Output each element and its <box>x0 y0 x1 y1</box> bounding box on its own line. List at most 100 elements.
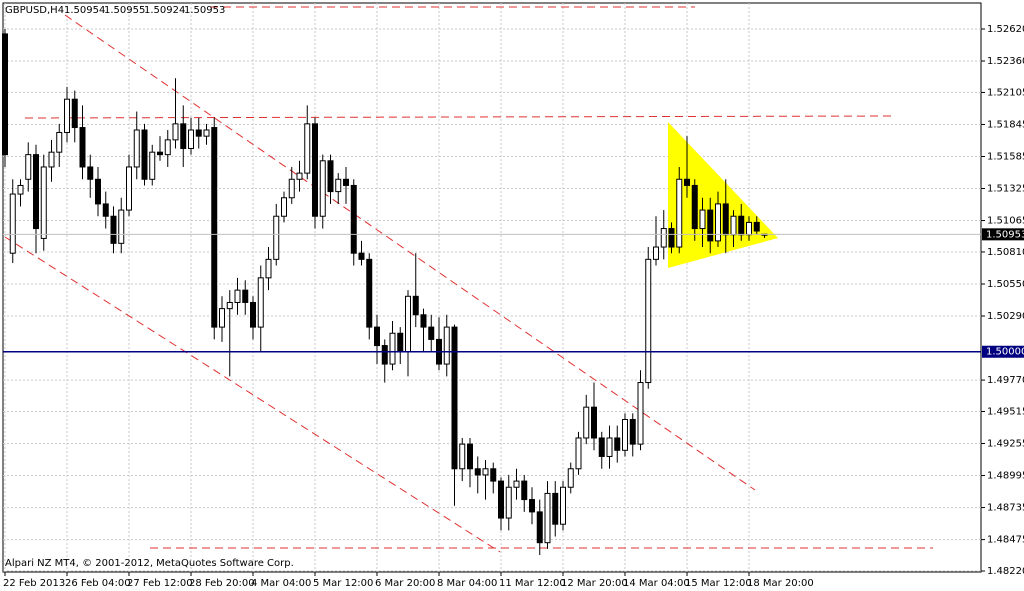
quote-close: 1.50953 <box>184 5 225 16</box>
candle-body <box>660 228 667 248</box>
y-tick-label: 1.51585 <box>987 151 1024 162</box>
candle-body <box>629 418 636 445</box>
candle-body <box>552 492 559 525</box>
candle-body <box>443 326 450 365</box>
x-tick-label: 4 Mar 04:00 <box>251 578 311 589</box>
candle-body <box>567 468 574 488</box>
y-tick-label: 1.51065 <box>987 216 1024 227</box>
candle-body <box>9 193 16 254</box>
candle-body <box>296 172 303 180</box>
candle-body <box>505 486 512 519</box>
candle-body <box>622 418 628 451</box>
candle-body <box>265 258 272 279</box>
price-label-box <box>982 228 1024 241</box>
candle-body <box>319 160 326 217</box>
x-tick-label: 6 Mar 20:00 <box>375 578 435 589</box>
candle-body <box>389 332 396 365</box>
candle-body <box>126 166 132 211</box>
candle-body <box>536 511 543 544</box>
y-tick-label: 1.50550 <box>987 279 1024 290</box>
candle-body <box>529 499 535 513</box>
candle-body <box>350 184 357 254</box>
plot-frame <box>2 2 982 573</box>
x-tick-label: 22 Feb 2013 <box>3 578 65 589</box>
channel-line <box>64 14 756 491</box>
candle-body <box>56 131 63 153</box>
x-tick-label: 14 Mar 04:00 <box>623 578 690 589</box>
candle-body <box>513 480 520 488</box>
candle-body <box>490 468 497 482</box>
x-tick-label: 11 Mar 12:00 <box>499 578 566 589</box>
candle-body <box>420 314 427 328</box>
y-tick-label: 1.52620 <box>987 24 1024 35</box>
candle-body <box>157 151 163 156</box>
candle-body <box>482 468 489 476</box>
y-tick-label: 1.48995 <box>987 471 1024 482</box>
x-tick-label: 12 Mar 20:00 <box>561 578 628 589</box>
drawings <box>4 6 933 553</box>
candle-body <box>250 301 256 328</box>
candle-body <box>118 209 125 244</box>
candle-body <box>653 246 659 260</box>
y-tick-label: 1.48220 <box>987 566 1024 577</box>
candle-body <box>451 326 458 470</box>
y-tick-label: 1.52360 <box>987 56 1024 67</box>
y-tick-label: 1.51845 <box>987 119 1024 130</box>
candle-body <box>591 406 597 439</box>
candle-body <box>668 228 675 248</box>
candle-body <box>374 326 380 347</box>
candle-body <box>544 492 551 544</box>
candle-body <box>412 295 419 316</box>
candle-body <box>699 209 706 230</box>
candle-body <box>2 33 8 156</box>
quote-open: 1.50954 <box>64 5 105 16</box>
candle-body <box>707 209 714 242</box>
y-tick-label: 1.49770 <box>987 375 1024 386</box>
candle-body <box>753 221 760 232</box>
y-tick-label: 1.49255 <box>987 439 1024 450</box>
candle-body <box>219 308 225 328</box>
candle-body <box>149 151 156 180</box>
candle-body <box>327 160 334 193</box>
candle-body <box>521 480 528 501</box>
candle-body <box>64 98 70 133</box>
candle-body <box>87 166 94 180</box>
candle-body <box>467 443 473 470</box>
candle-body <box>71 98 78 129</box>
candle-body <box>288 178 295 199</box>
candle-body <box>226 301 233 310</box>
candle-body <box>304 123 311 174</box>
candle-body <box>560 486 566 525</box>
x-tick-label: 27 Feb 12:00 <box>127 578 193 589</box>
candle-body <box>335 178 342 193</box>
price-label: 1.50000 <box>986 347 1024 358</box>
candle-body <box>746 221 752 236</box>
watermark: Alpari NZ MT4, © 2001-2012, MetaQuotes S… <box>5 558 294 569</box>
x-tick-label: 18 Mar 20:00 <box>747 578 814 589</box>
candle-body <box>40 166 47 239</box>
candle-body <box>211 127 218 328</box>
candle-body <box>583 406 590 439</box>
y-tick-label: 1.52105 <box>987 87 1024 98</box>
candle-body <box>715 203 721 242</box>
candle-body <box>381 345 388 365</box>
y-tick-label: 1.48475 <box>987 535 1024 546</box>
candle-body <box>598 437 605 457</box>
candle-body <box>343 178 349 186</box>
candle-body <box>684 178 690 186</box>
candle-body <box>273 215 280 260</box>
y-tick-label: 1.48735 <box>987 503 1024 514</box>
candle-body <box>614 437 621 451</box>
x-tick-label: 5 Mar 12:00 <box>313 578 373 589</box>
symbol: GBPUSD,H4 <box>5 5 64 16</box>
candle-body <box>606 437 613 457</box>
candle-body <box>397 332 404 353</box>
candle-body <box>195 129 202 137</box>
candle-body <box>234 289 241 303</box>
candle-body <box>474 468 481 476</box>
candle-body <box>141 129 148 180</box>
y-tick-label: 1.50810 <box>987 247 1024 258</box>
